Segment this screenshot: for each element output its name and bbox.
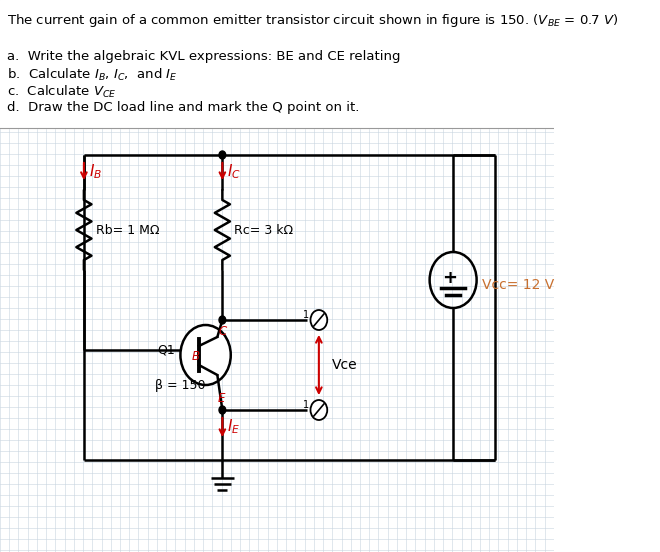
Circle shape bbox=[219, 151, 226, 159]
Text: C: C bbox=[218, 325, 226, 338]
Text: B: B bbox=[191, 351, 199, 364]
Circle shape bbox=[310, 400, 327, 420]
Text: 1: 1 bbox=[303, 400, 309, 410]
Circle shape bbox=[219, 316, 226, 324]
Text: Vcc= 12 V: Vcc= 12 V bbox=[482, 278, 555, 292]
Text: a.  Write the algebraic KVL expressions: BE and CE relating: a. Write the algebraic KVL expressions: … bbox=[7, 50, 400, 63]
Text: $I_E$: $I_E$ bbox=[228, 418, 241, 436]
Text: $I_B$: $I_B$ bbox=[89, 162, 102, 181]
Text: $I_C$: $I_C$ bbox=[228, 162, 242, 181]
Text: E: E bbox=[217, 392, 224, 405]
Text: β = 150: β = 150 bbox=[155, 379, 206, 391]
Circle shape bbox=[180, 325, 231, 385]
Text: 1: 1 bbox=[303, 310, 309, 320]
Circle shape bbox=[310, 310, 327, 330]
Text: b.  Calculate $I_B$, $I_C$,  and $I_E$: b. Calculate $I_B$, $I_C$, and $I_E$ bbox=[7, 67, 177, 83]
Text: Rb= 1 MΩ: Rb= 1 MΩ bbox=[96, 224, 159, 236]
Text: Q1: Q1 bbox=[157, 343, 175, 357]
Text: c.  Calculate $V_{CE}$: c. Calculate $V_{CE}$ bbox=[7, 84, 116, 100]
Text: d.  Draw the DC load line and mark the Q point on it.: d. Draw the DC load line and mark the Q … bbox=[7, 101, 359, 114]
Text: The current gain of a common emitter transistor circuit shown in figure is 150. : The current gain of a common emitter tra… bbox=[7, 12, 618, 29]
Text: +: + bbox=[442, 269, 457, 287]
Text: Vce: Vce bbox=[331, 358, 357, 372]
Bar bbox=[0, 0, 554, 128]
Circle shape bbox=[219, 406, 226, 414]
Text: Rc= 3 kΩ: Rc= 3 kΩ bbox=[234, 224, 293, 236]
